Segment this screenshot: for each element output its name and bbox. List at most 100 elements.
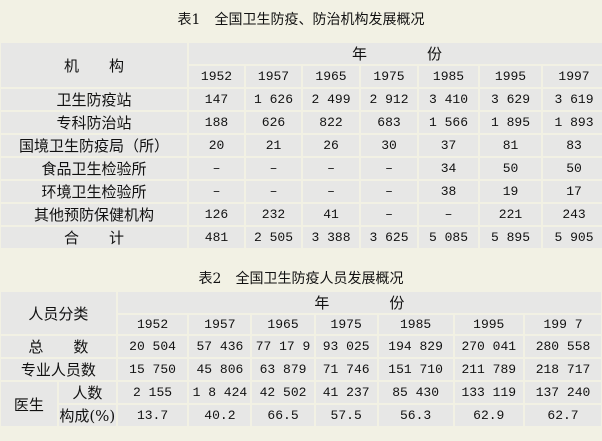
table-cell: 822 (303, 112, 359, 133)
table-cell: – (361, 204, 417, 225)
year-cell: 1995 (480, 66, 541, 87)
table-row: 构成(%) 13.7 40.2 66.5 57.5 56.3 62.9 62.7 (1, 405, 601, 426)
table-cell: 481 (189, 227, 244, 248)
table-cell: 3 619 (543, 89, 602, 110)
table-cell: 147 (189, 89, 244, 110)
table-cell: 2 505 (246, 227, 301, 248)
table-cell: 1 895 (480, 112, 541, 133)
table1-title: 表1 全国卫生防疫、防治机构发展概况 (177, 12, 425, 28)
table-cell: 1 8 424 (189, 382, 251, 403)
table-cell: 17 (543, 181, 602, 202)
table-cell: 188 (189, 112, 244, 133)
table-cell: 626 (246, 112, 301, 133)
table-row: 食品卫生检验所 – – – –34 50 50 (1, 158, 602, 179)
table-cell: 280 558 (525, 336, 601, 357)
table-cell: 20 (189, 135, 244, 156)
row-label: 专业人员数 (1, 359, 116, 380)
year-cell: 199 7 (525, 315, 601, 334)
table-row: 总 数 20 504 57 436 77 17 9 93 025 194 829 270 0… (1, 336, 601, 357)
table-cell: 20 504 (117, 336, 188, 357)
table-cell: 57 436 (189, 336, 251, 357)
row-label: 其他预防保健机构 (1, 204, 187, 225)
table-cell: 2 155 (117, 382, 188, 403)
table-cell: 137 240 (525, 382, 601, 403)
table-row: 其他预防保健机构 126 232 41– –221 243 (1, 204, 602, 225)
table-cell: 85 430 (378, 382, 453, 403)
table-cell: 38 (419, 181, 478, 202)
table-cell: 81 (480, 135, 541, 156)
table-cell: – (189, 158, 244, 179)
table-cell: 34 (419, 158, 478, 179)
table-row: 专业人员数 15 750 45 806 63 879 71 746 151 710 211 … (1, 359, 601, 380)
row-label: 国境卫生防疫局（所） (1, 135, 187, 156)
table-cell: 221 (480, 204, 541, 225)
row-label: 总 数 (1, 336, 116, 357)
table-cell: 26 (303, 135, 359, 156)
table-cell: 243 (543, 204, 602, 225)
table2-title: 表2 全国卫生防疫人员发展概况 (198, 271, 404, 287)
table-cell: – (419, 204, 478, 225)
table-cell: 151 710 (378, 359, 453, 380)
header-row: 机 构年 份 (1, 43, 602, 87)
table-cell: 126 (189, 204, 244, 225)
table-cell: 194 829 (378, 336, 453, 357)
table-cell: 15 750 (117, 359, 188, 380)
table-cell: 41 237 (315, 382, 377, 403)
table-cell: 63 879 (252, 359, 314, 380)
table-cell: 5 895 (480, 227, 541, 248)
row-header: 人员分类 (1, 292, 116, 334)
table-cell: 62.9 (454, 405, 523, 426)
year-header: 年 份 (117, 292, 601, 313)
table-cell: 2 499 (303, 89, 359, 110)
table-cell: 93 025 (315, 336, 377, 357)
row-label: 卫生防疫站 (1, 89, 187, 110)
table-cell: 66.5 (252, 405, 314, 426)
table-cell: 13.7 (117, 405, 188, 426)
table-cell: – (246, 158, 301, 179)
table-cell: 30 (361, 135, 417, 156)
row-header: 机 构 (1, 43, 187, 87)
table-row: 合 计 481 2 505 3 388 3 625 5 085 5 895 5 905 (1, 227, 602, 248)
row-label: 专科防治站 (1, 112, 187, 133)
table-cell: 50 (480, 158, 541, 179)
table-cell: – (303, 181, 359, 202)
row-label: 食品卫生检验所 (1, 158, 187, 179)
table-cell: 232 (246, 204, 301, 225)
row-sublabel: 人数 (58, 382, 116, 403)
year-cell: 1997 (543, 66, 602, 87)
year-header: 年 份 (189, 43, 602, 64)
table-cell: 83 (543, 135, 602, 156)
table-cell: 62.7 (525, 405, 601, 426)
table1: 机 构年 份 1952 1957 1965 1975 1985 1995 1997 卫生防疫站 1… (0, 41, 602, 250)
year-cell: 1985 (419, 66, 478, 87)
row-label: 环境卫生检验所 (1, 181, 187, 202)
table-cell: 3 629 (480, 89, 541, 110)
table-cell: 57.5 (315, 405, 377, 426)
row-label: 合 计 (1, 227, 187, 248)
table-row: 专科防治站 188 626 822 683 1 566 1 895 1 893 (1, 112, 602, 133)
table-row: 国境卫生防疫局（所） 20 21 26 30 37 81 83 (1, 135, 602, 156)
table-cell: 1 893 (543, 112, 602, 133)
table-cell: 42 502 (252, 382, 314, 403)
table-cell: 5 085 (419, 227, 478, 248)
table-cell: 50 (543, 158, 602, 179)
year-cell: 1965 (252, 315, 314, 334)
table-cell: 40.2 (189, 405, 251, 426)
row-label: 医生 (1, 382, 57, 426)
year-cell: 1957 (246, 66, 301, 87)
table-cell: 3 410 (419, 89, 478, 110)
table-cell: 1 566 (419, 112, 478, 133)
table-row: 卫生防疫站 147 1 626 2 499 2 912 3 410 3 629 3 619 (1, 89, 602, 110)
years-row: 1952 1957 1965 1975 1985 1995 199 7 (1, 315, 601, 334)
row-sublabel: 构成(%) (58, 405, 116, 426)
table-cell: 1 626 (246, 89, 301, 110)
table-cell: 133 119 (454, 382, 523, 403)
table-cell: 19 (480, 181, 541, 202)
table-cell: 3 625 (361, 227, 417, 248)
table-row: 医生 人数 2 155 1 8 424 42 502 41 237 85 430 133 11… (1, 382, 601, 426)
year-cell: 1965 (303, 66, 359, 87)
table-cell: 71 746 (315, 359, 377, 380)
table-cell: 56.3 (378, 405, 453, 426)
table-cell: 77 17 9 (252, 336, 314, 357)
year-cell: 1957 (189, 315, 251, 334)
